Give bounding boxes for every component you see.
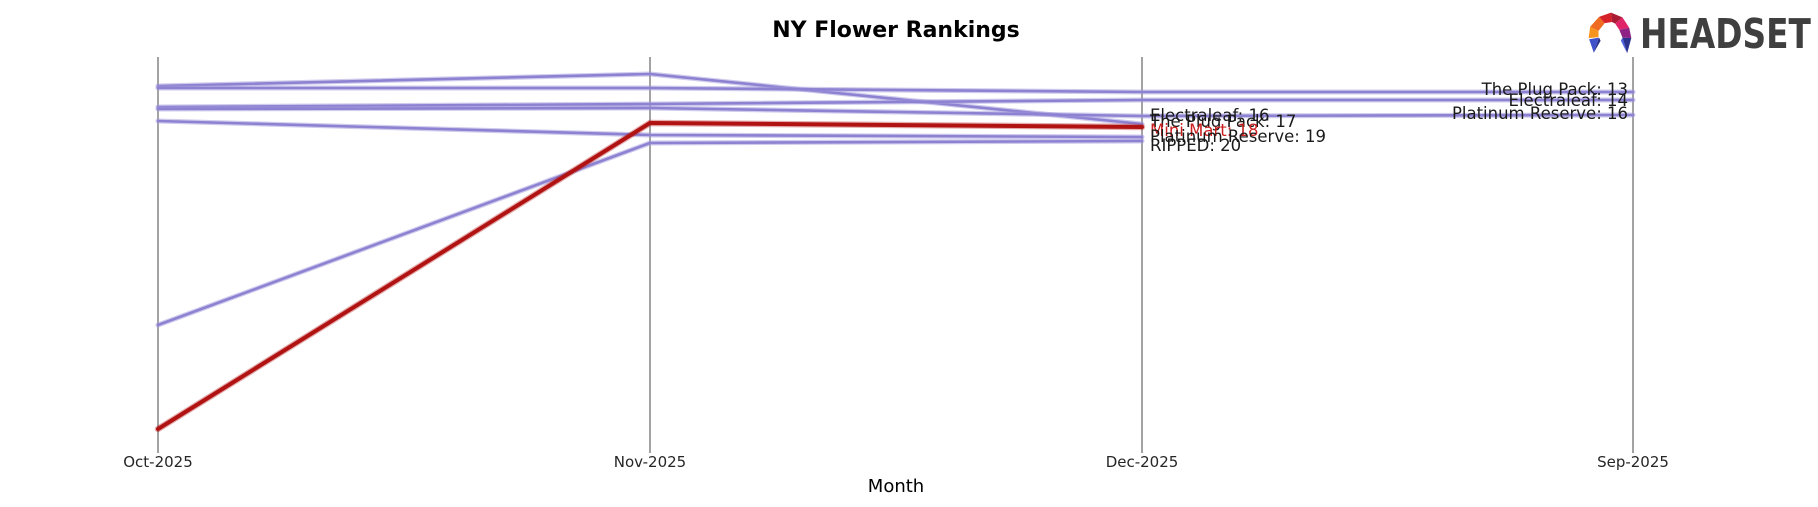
headset-logo-icon — [1588, 12, 1632, 54]
point-label: Electraleaf: 16 — [1150, 105, 1270, 125]
series-line-line-a — [156, 72, 1144, 126]
series-line-line-d — [156, 106, 1635, 118]
point-label: Platinum Reserve: 19 — [1150, 126, 1327, 146]
headset-wordmark: HEADSET — [1640, 10, 1811, 58]
tick-label: Sep-2025 — [1597, 453, 1669, 471]
series-line-line-f — [156, 139, 1144, 327]
page-title: NY Flower Rankings — [772, 18, 1020, 43]
tick-label: Oct-2025 — [123, 453, 193, 471]
series-line-line-b — [156, 86, 1635, 94]
point-label: Mini Mart: 18 — [1150, 120, 1259, 140]
series-line-line-mini-mart — [156, 121, 1144, 431]
point-label: The Plug Pack: 17 — [1150, 111, 1297, 131]
series-line-line-c — [156, 98, 1635, 109]
point-label: The Plug Pack: 13 — [1481, 79, 1628, 99]
headset-logo: HEADSET — [1586, 8, 1816, 60]
point-label: Electraleaf: 14 — [1508, 90, 1628, 110]
point-label: RIPPED: 20 — [1150, 135, 1242, 155]
tick-label: Dec-2025 — [1105, 453, 1179, 471]
tick-label: Nov-2025 — [613, 453, 687, 471]
point-label: Platinum Reserve: 16 — [1451, 103, 1628, 123]
x-axis-label: Month — [867, 476, 925, 497]
series-line-line-e — [156, 119, 1144, 139]
